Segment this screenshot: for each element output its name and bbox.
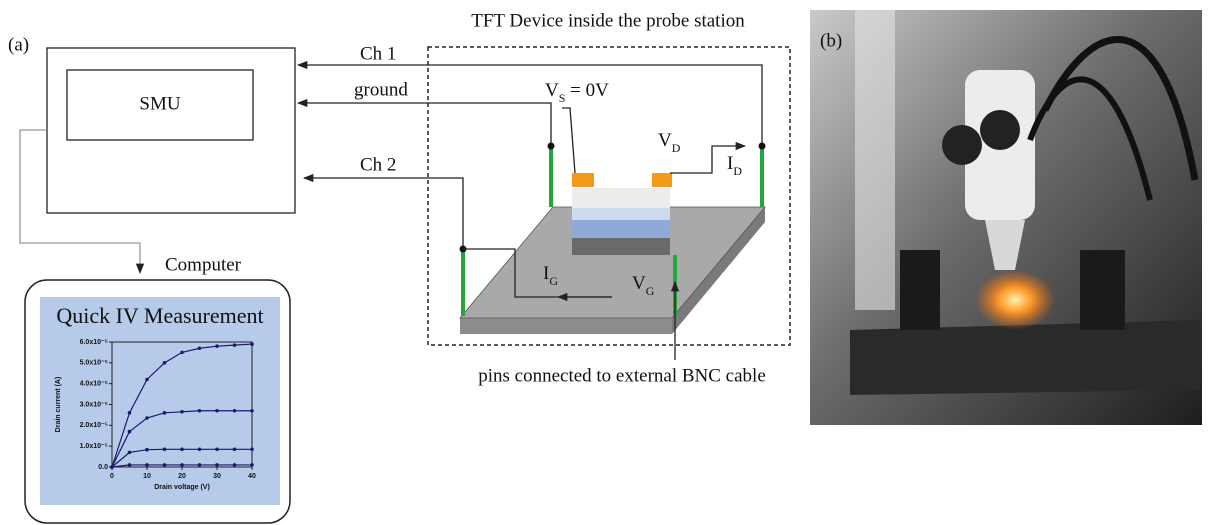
svg-text:VS = 0V: VS = 0V — [545, 80, 609, 104]
computer-screen — [40, 297, 280, 505]
x-tick-label: 20 — [178, 473, 186, 480]
inset-title: Quick IV Measurement — [56, 303, 263, 328]
y-tick-label: 3.0x10⁻⁵ — [80, 401, 108, 408]
point — [163, 411, 167, 415]
y-tick-label: 0.0 — [98, 464, 108, 471]
svg-text:ID: ID — [727, 153, 742, 177]
svg-text:VD: VD — [658, 130, 681, 154]
computer-label: Computer — [165, 254, 242, 275]
point — [250, 409, 254, 413]
point — [250, 342, 254, 346]
layer — [572, 238, 670, 255]
photo-probe — [900, 250, 940, 330]
point — [128, 411, 132, 415]
ch1-wire — [298, 65, 762, 145]
point — [163, 361, 167, 365]
point — [215, 463, 219, 467]
point — [233, 447, 237, 451]
point — [145, 416, 149, 420]
point — [198, 447, 202, 451]
photo-table — [850, 320, 1200, 395]
y-tick-label: 5.0x10⁻⁵ — [80, 360, 108, 367]
pins-note: pins connected to external BNC cable — [478, 365, 766, 386]
id-sub: D — [733, 164, 742, 178]
ground-wire — [298, 103, 551, 145]
point — [233, 343, 237, 347]
panel-label: (a) — [8, 34, 29, 55]
pin-tip — [548, 143, 555, 150]
pin-tip — [759, 143, 766, 150]
x-axis-label: Drain voltage (V) — [154, 484, 210, 491]
layer — [572, 220, 670, 238]
smu-label: SMU — [139, 93, 180, 114]
point — [250, 447, 254, 451]
point — [198, 463, 202, 467]
point — [198, 346, 202, 350]
point — [145, 463, 149, 467]
y-tick-label: 4.0x10⁻⁵ — [80, 381, 108, 388]
point — [180, 351, 184, 355]
ch1-label: Ch 1 — [360, 43, 396, 64]
source-pad — [572, 173, 594, 187]
point — [163, 463, 167, 467]
layer — [572, 188, 670, 208]
x-tick-label: 30 — [213, 473, 221, 480]
panel-label: (b) — [820, 30, 842, 51]
x-tick-label: 40 — [248, 473, 256, 480]
point — [198, 409, 202, 413]
station-title: TFT Device inside the probe station — [471, 10, 745, 31]
ground-label: ground — [354, 79, 408, 100]
point — [215, 344, 219, 348]
point — [128, 430, 132, 434]
photo-eyepiece — [942, 125, 982, 165]
vs-rest: = 0V — [565, 80, 609, 101]
y-tick-label: 1.0x10⁻⁵ — [80, 443, 108, 450]
point — [110, 465, 114, 469]
drain-pad — [652, 173, 672, 187]
point — [250, 463, 254, 467]
point — [180, 463, 184, 467]
figure: (a) SMU Computer Quick IV Measurement 0.… — [0, 0, 1214, 525]
point — [163, 447, 167, 451]
vs-sub: S — [559, 91, 566, 105]
vd-sub: D — [672, 141, 681, 155]
y-axis-label: Drain current (A) — [55, 377, 62, 433]
photo-glow — [975, 270, 1055, 330]
point — [180, 410, 184, 414]
point — [215, 409, 219, 413]
vs-label: V — [545, 80, 559, 101]
vg-label: V — [632, 273, 646, 294]
photo-frame — [855, 10, 895, 310]
vd-label: V — [658, 130, 672, 151]
source-wire — [562, 108, 575, 173]
y-tick-label: 6.0x10⁻⁵ — [80, 339, 108, 346]
vg-sub: G — [646, 284, 655, 298]
point — [145, 378, 149, 382]
point — [145, 448, 149, 452]
point — [128, 451, 132, 455]
point — [233, 409, 237, 413]
photo-eyepiece — [980, 110, 1020, 150]
point — [233, 463, 237, 467]
x-tick-label: 0 — [110, 473, 114, 480]
point — [215, 447, 219, 451]
x-tick-label: 10 — [143, 473, 151, 480]
platform-side — [460, 318, 672, 334]
point — [128, 463, 132, 467]
y-tick-label: 2.0x10⁻⁵ — [80, 422, 108, 429]
ch2-wire — [304, 178, 463, 248]
ch2-label: Ch 2 — [360, 154, 396, 175]
photo-probe — [1080, 250, 1125, 330]
point — [180, 447, 184, 451]
ig-sub: G — [549, 274, 558, 288]
layer — [572, 208, 670, 220]
